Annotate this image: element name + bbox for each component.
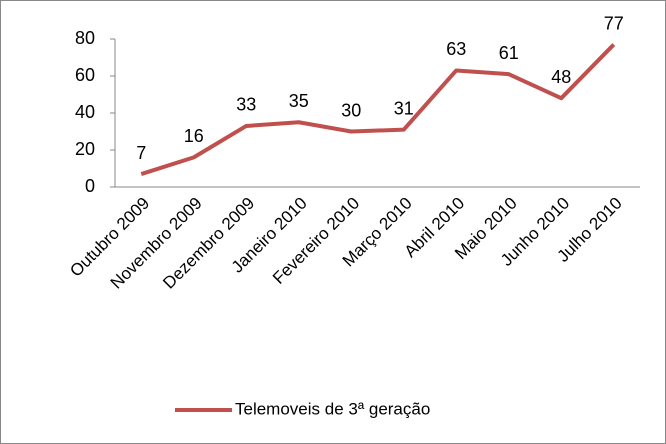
y-tick-label: 0	[85, 176, 95, 196]
data-label: 30	[341, 100, 361, 120]
data-label: 33	[236, 95, 256, 115]
y-tick-label: 80	[75, 28, 95, 48]
legend-label: Telemoveis de 3ª geração	[235, 399, 430, 418]
data-label: 7	[136, 143, 146, 163]
data-label: 77	[604, 13, 624, 33]
data-label: 61	[499, 43, 519, 63]
series-line	[140, 43, 616, 176]
data-label: 31	[394, 98, 414, 118]
data-label: 16	[184, 126, 204, 146]
y-tick-label: 20	[75, 139, 95, 159]
data-label: 63	[446, 39, 466, 59]
data-label: 35	[289, 91, 309, 111]
y-tick-label: 60	[75, 65, 95, 85]
y-tick-label: 40	[75, 102, 95, 122]
data-label: 48	[551, 67, 571, 87]
